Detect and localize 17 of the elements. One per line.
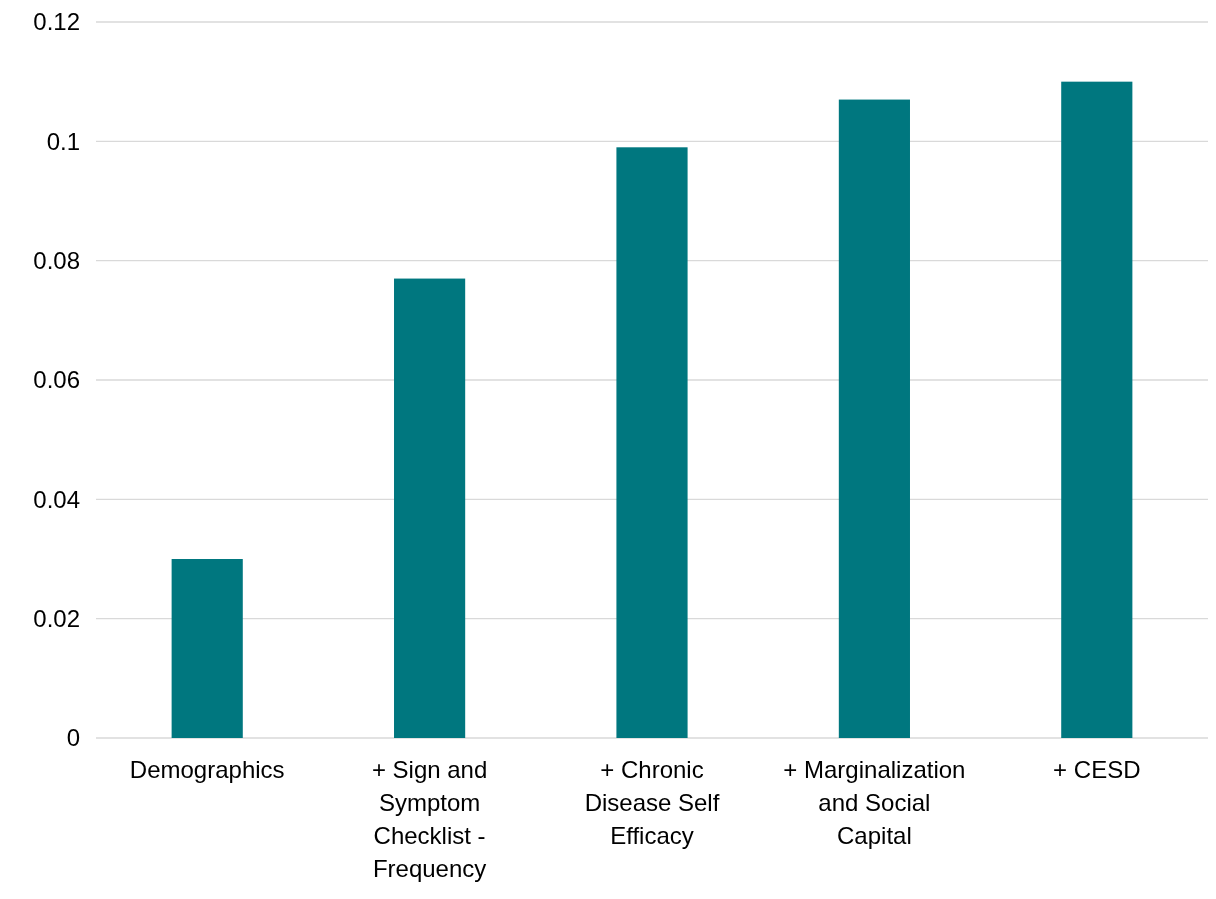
bar (171, 559, 243, 738)
x-tick-label: + Chronic Disease Self Efficacy (584, 756, 720, 849)
bar (616, 147, 688, 738)
bar (394, 278, 466, 738)
y-tick-label: 0.12 (33, 8, 80, 36)
y-tick-label: 0.04 (33, 485, 80, 513)
x-tick-label: + Sign and Symptom Checklist - Frequency (371, 756, 488, 882)
bar (1061, 81, 1133, 738)
x-tick-label: + Marginalization and Social Capital (783, 756, 966, 849)
y-tick-label: 0.06 (33, 366, 80, 394)
y-tick-label: 0.08 (33, 247, 80, 275)
y-tick-label: 0.02 (33, 605, 80, 633)
bar (838, 99, 910, 738)
x-tick-label: Demographics (129, 756, 285, 783)
y-tick-label: 0.1 (46, 127, 80, 155)
x-tick-label: + CESD (1053, 756, 1141, 783)
y-tick-label: 0 (66, 724, 80, 752)
